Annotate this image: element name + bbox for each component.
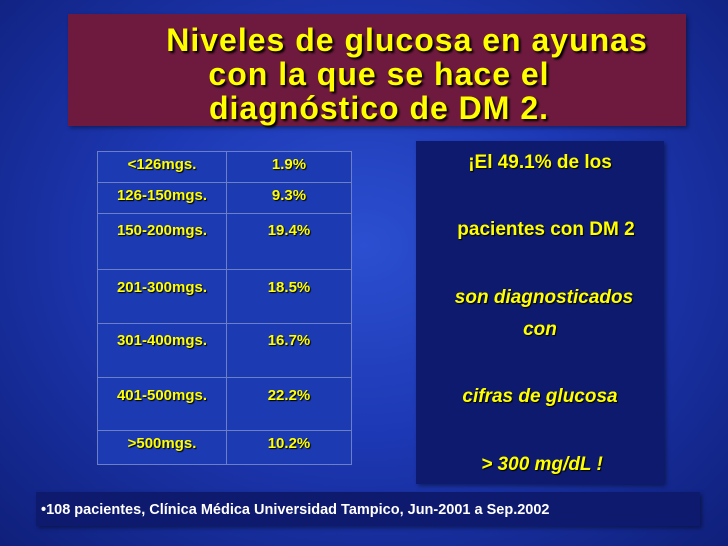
- range-text: 401-500mgs.: [116, 387, 208, 404]
- highlight-message-box: ¡El 49.1% de los pacientes con DM 2 son …: [416, 141, 664, 484]
- table-row: 401-500mgs. 22.2%: [97, 377, 352, 431]
- message-line-6: > 300 mg/dL !: [481, 454, 603, 475]
- range-cell: 126-150mgs.: [97, 182, 227, 214]
- percent-text: 1.9%: [271, 156, 307, 173]
- range-text: >500mgs.: [127, 435, 197, 452]
- footer-source-box: •108 pacientes, Clínica Médica Universid…: [36, 492, 700, 526]
- message-line-4: con: [523, 319, 557, 340]
- slide-title-line-2: con la que se hace el: [208, 56, 550, 92]
- slide-title-line-3: diagnóstico de DM 2.: [208, 90, 550, 126]
- range-text: 126-150mgs.: [116, 187, 208, 204]
- percent-text: 9.3%: [271, 187, 307, 204]
- table-row: >500mgs. 10.2%: [97, 430, 352, 465]
- table-row: 301-400mgs. 16.7%: [97, 323, 352, 378]
- message-line-3: son diagnosticados: [454, 287, 634, 308]
- range-text: 150-200mgs.: [116, 222, 208, 239]
- message-line-5: cifras de glucosa: [462, 386, 618, 407]
- message-line-2: pacientes con DM 2: [457, 219, 635, 240]
- percent-text: 22.2%: [267, 387, 311, 404]
- percent-cell: 22.2%: [226, 377, 352, 431]
- percent-text: 18.5%: [267, 279, 311, 296]
- range-cell: 301-400mgs.: [97, 323, 227, 378]
- range-cell: 201-300mgs.: [97, 269, 227, 324]
- percent-cell: 1.9%: [226, 151, 352, 183]
- percent-cell: 18.5%: [226, 269, 352, 324]
- percent-cell: 16.7%: [226, 323, 352, 378]
- percent-text: 16.7%: [267, 332, 311, 349]
- range-cell: <126mgs.: [97, 151, 227, 183]
- range-text: <126mgs.: [127, 156, 197, 173]
- footer-source-text: •108 pacientes, Clínica Médica Universid…: [41, 502, 550, 518]
- message-line-1: ¡El 49.1% de los: [468, 152, 612, 173]
- range-cell: 150-200mgs.: [97, 213, 227, 270]
- percent-cell: 10.2%: [226, 430, 352, 465]
- range-cell: >500mgs.: [97, 430, 227, 465]
- table-row: 150-200mgs. 19.4%: [97, 213, 352, 270]
- table-row: <126mgs. 1.9%: [97, 151, 352, 183]
- table-row: 201-300mgs. 18.5%: [97, 269, 352, 324]
- range-text: 201-300mgs.: [116, 279, 208, 296]
- range-text: 301-400mgs.: [116, 332, 208, 349]
- range-cell: 401-500mgs.: [97, 377, 227, 431]
- slide-title-line-1: Niveles de glucosa en ayunas: [166, 22, 648, 58]
- percent-text: 19.4%: [267, 222, 311, 239]
- percent-cell: 19.4%: [226, 213, 352, 270]
- table-row: 126-150mgs. 9.3%: [97, 182, 352, 214]
- glucose-distribution-table: <126mgs. 1.9% 126-150mgs. 9.3% 150-200mg…: [97, 151, 352, 465]
- percent-text: 10.2%: [267, 435, 311, 452]
- title-box: Niveles de glucosa en ayunas con la que …: [68, 14, 686, 126]
- percent-cell: 9.3%: [226, 182, 352, 214]
